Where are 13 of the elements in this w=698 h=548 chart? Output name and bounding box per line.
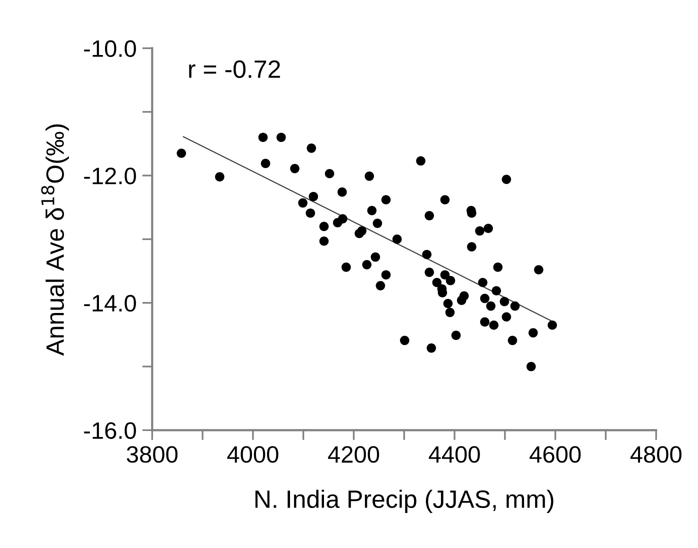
- y-tick-label: -12.0: [84, 168, 136, 184]
- y-tick-label: -16.0: [84, 422, 136, 439]
- x-tick-label: 4400: [428, 446, 480, 463]
- y-axis-title: Annual Ave δ$^{18}$O(‰): [41, 124, 69, 356]
- annotation: r = -0.72: [189, 60, 280, 78]
- x-tick-label: 4200: [328, 446, 380, 463]
- x-tick-label: 4800: [630, 446, 682, 463]
- x-tick-label: 3800: [126, 446, 178, 463]
- x-tick-label: 4600: [530, 446, 581, 463]
- y-tick-label: -14.0: [84, 294, 136, 312]
- y-tick-label: -10.0: [84, 40, 136, 58]
- x-tick-label: 4000: [227, 446, 278, 463]
- x-axis-title: N. India Precip (JJAS, mm): [255, 490, 554, 513]
